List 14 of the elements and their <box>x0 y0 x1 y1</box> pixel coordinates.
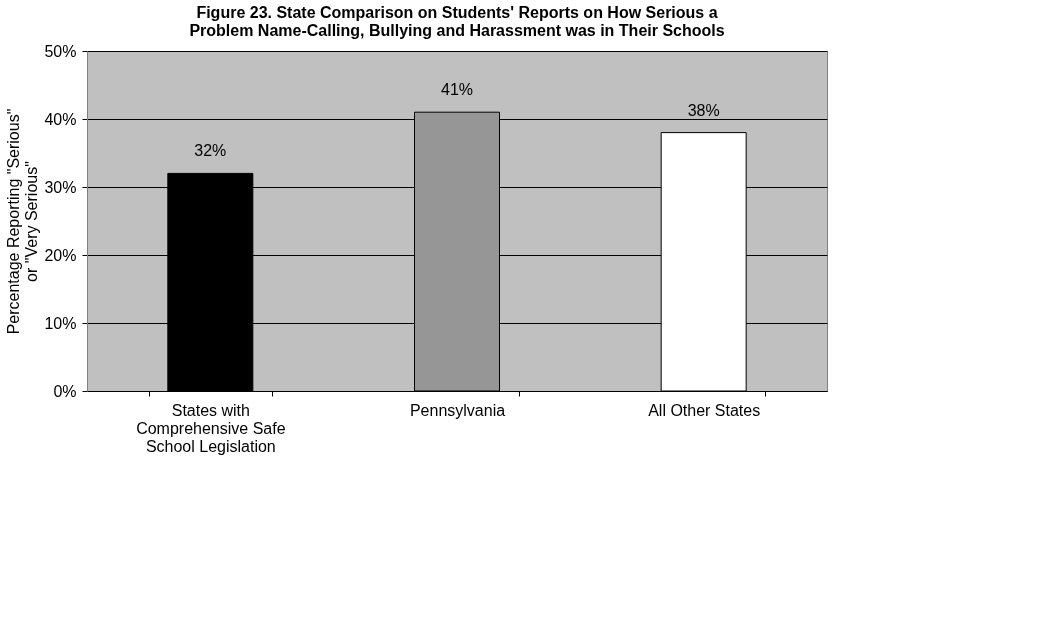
y-tick-label: 20% <box>44 246 77 264</box>
y-tick-label: 30% <box>44 178 77 196</box>
y-tick-label: 0% <box>53 382 77 400</box>
chart-title: Figure 23. State Comparison on Students' Reports on How Serious a Problem Name-Calling, Bullying and Harassment was in Their Schools <box>189 4 725 39</box>
data-label: 41% <box>440 81 474 99</box>
x-tick-label: States with Comprehensive Safe School Legislation <box>136 401 286 455</box>
y-tick-label: 50% <box>44 42 77 60</box>
data-label: 38% <box>687 101 720 119</box>
data-label: 32% <box>194 142 227 160</box>
y-axis-title: Percentage Reporting "Serious" or "Very Serious" <box>5 108 41 335</box>
y-tick-label: 10% <box>44 314 77 332</box>
x-tick-label: Pennsylvania <box>409 401 506 419</box>
x-tick-label: All Other States <box>648 401 761 419</box>
y-tick-label: 40% <box>44 110 77 128</box>
